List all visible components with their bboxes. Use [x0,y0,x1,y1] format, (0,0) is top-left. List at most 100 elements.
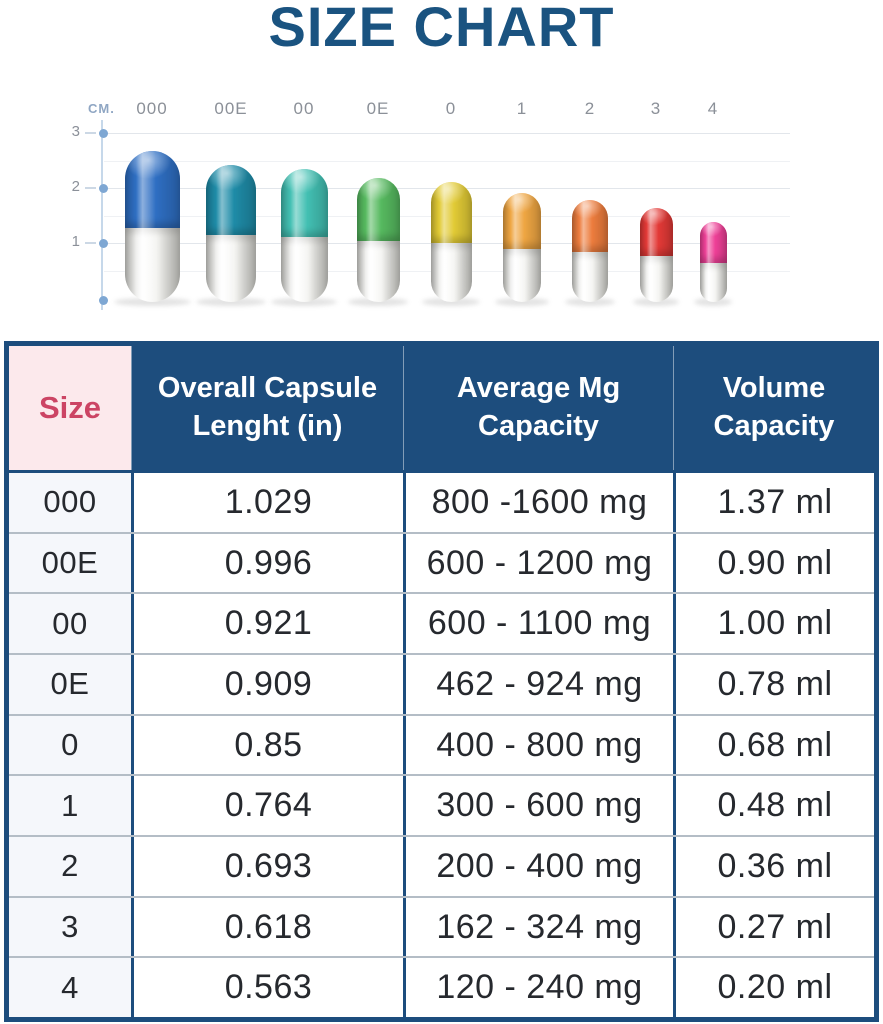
gridline-major [104,133,790,134]
table-row: 00E 0.996 600 - 1200 mg 0.90 ml [9,531,874,593]
table-header-row: Size Overall Capsule Lenght (in) Average… [9,346,874,473]
capsule-size-label: 1 [516,99,528,118]
table-cell: 162 - 324 mg [403,897,673,957]
capsule-00 [280,169,328,302]
table-row: 000 1.029 800 -1600 mg 1.37 ml [9,473,874,532]
table-cell: 4 [9,958,131,1018]
axis-tick-label: 2 [71,178,80,195]
axis-dot [99,295,108,305]
axis-dot [99,238,108,248]
table-row: 00 0.921 600 - 1100 mg 1.00 ml [9,592,874,654]
table-row: 0 0.85 400 - 800 mg 0.68 ml [9,713,874,775]
capsule-size-table: Size Overall Capsule Lenght (in) Average… [4,341,879,1022]
table-cell: 0.85 [131,715,403,775]
axis-tick-label: 3 [71,123,80,140]
table-cell: 0.27 ml [673,897,874,957]
table-row: 2 0.693 200 - 400 mg 0.36 ml [9,835,874,896]
table-cell: 800 -1600 mg [403,473,673,532]
capsule-2 [572,200,608,302]
capsule-000 [124,151,180,302]
table-cell: 120 - 240 mg [403,958,673,1018]
table-cell: 200 - 400 mg [403,837,673,896]
table-cell: 400 - 800 mg [403,715,673,775]
capsule-shadow [347,298,409,306]
capsule-size-label: 4 [707,99,719,118]
capsule-sheen [699,222,727,302]
capsule-size-label: 00 [293,99,315,118]
table-row: 3 0.618 162 - 324 mg 0.27 ml [9,895,874,957]
table-cell: 1.00 ml [673,594,874,654]
capsule-0e [356,178,400,302]
capsule-shadow [564,298,616,306]
table-cell: 0.78 ml [673,655,874,714]
capsule-sheen [572,200,608,302]
capsule-size-label: 00E [214,99,248,118]
table-cell: 600 - 1200 mg [403,533,673,593]
axis-unit-label: CM. [88,101,115,116]
capsule-size-label: 0 [445,99,457,118]
header-average-mg-capacity: Average Mg Capacity [403,346,673,470]
table-cell: 2 [9,837,131,896]
table-body: 000 1.029 800 -1600 mg 1.37 ml 00E 0.996 600 -… [9,473,874,1018]
capsule-shadow [694,298,732,306]
axis-dot [99,183,108,193]
table-cell: 0 [9,715,131,775]
capsule-1 [503,193,541,302]
capsule-shadow [495,298,549,306]
page-title: SIZE CHART [268,0,615,58]
table-cell: 0.764 [131,776,403,836]
table-cell: 0.20 ml [673,958,874,1018]
table-row: 1 0.764 300 - 600 mg 0.48 ml [9,774,874,836]
table-cell: 0.921 [131,594,403,654]
capsule-00e [206,165,256,302]
header-size: Size [9,346,131,470]
gridline-minor [104,160,790,162]
table-row: 4 0.563 120 - 240 mg 0.20 ml [9,956,874,1018]
capsule-size-label: 3 [650,99,662,118]
table-cell: 0.563 [131,958,403,1018]
table-cell: 000 [9,473,131,532]
capsule-sheen [124,151,180,302]
table-cell: 1.37 ml [673,473,874,532]
capsule-shadow [271,298,337,306]
axis-tick-dash [85,187,96,189]
table-cell: 600 - 1100 mg [403,594,673,654]
table-cell: 462 - 924 mg [403,655,673,714]
capsule-shadow [632,298,680,306]
table-cell: 3 [9,897,131,957]
table-cell: 300 - 600 mg [403,776,673,836]
capsule-sheen [503,193,541,302]
axis-dot [99,128,108,138]
table-row: 0E 0.909 462 - 924 mg 0.78 ml [9,653,874,714]
table-cell: 0.68 ml [673,715,874,775]
capsule-shadow [113,298,191,306]
table-cell: 1.029 [131,473,403,532]
table-cell: 0.996 [131,533,403,593]
table-cell: 0.693 [131,837,403,896]
capsule-size-label: 2 [584,99,596,118]
capsule-sheen [639,208,673,302]
table-cell: 00 [9,594,131,654]
capsule-sheen [206,165,256,302]
capsule-size-label: 0E [366,99,390,118]
capsule-size-label: 000 [136,99,168,118]
table-cell: 0.909 [131,655,403,714]
capsule-shadow [196,298,266,306]
capsule-sheen [356,178,400,302]
table-cell: 0.48 ml [673,776,874,836]
capsule-sheen [280,169,328,302]
table-cell: 0.36 ml [673,837,874,896]
capsule-0 [430,182,472,302]
table-cell: 1 [9,776,131,836]
header-overall-capsule-length: Overall Capsule Lenght (in) [131,346,403,470]
table-cell: 0.90 ml [673,533,874,593]
table-cell: 0.618 [131,897,403,957]
capsule-sheen [430,182,472,302]
axis-tick-dash [85,132,96,134]
capsule-3 [639,208,673,302]
table-cell: 00E [9,533,131,593]
axis-tick-label: 1 [71,233,80,250]
capsule-shadow [422,298,480,306]
capsule-4 [699,222,727,302]
